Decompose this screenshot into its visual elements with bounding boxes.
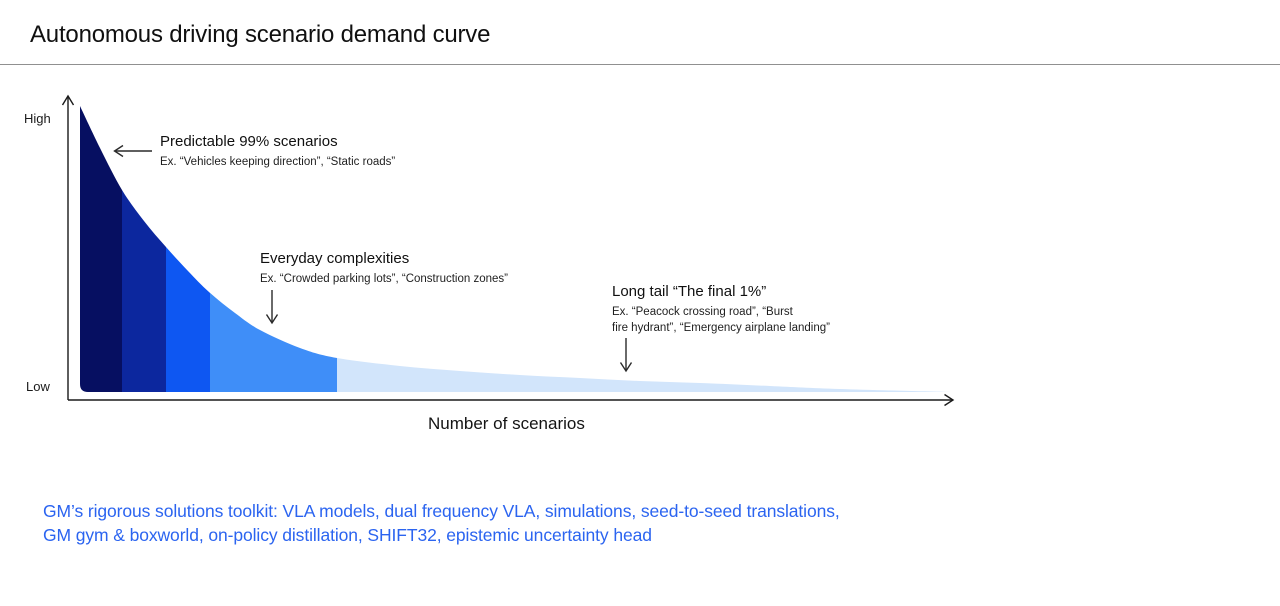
curve-band-long-tail: [337, 358, 950, 392]
title-divider: [0, 64, 1280, 65]
solutions-toolkit-text: GM’s rigorous solutions toolkit: VLA mod…: [43, 500, 983, 547]
solutions-toolkit-line-1: GM’s rigorous solutions toolkit: VLA mod…: [43, 501, 840, 521]
curve-band-predictable-dark-1: [80, 106, 122, 392]
y-axis-low-label: Low: [26, 379, 50, 394]
annotation-arrow-everyday-icon: [265, 290, 279, 325]
annotation-arrow-longtail-icon: [619, 338, 633, 373]
curve-band-predictable-dark-3: [166, 247, 210, 392]
annotation-predictable-scenarios: Predictable 99% scenarios Ex. “Vehicles …: [160, 133, 395, 171]
annotation-title: Everyday complexities: [260, 250, 410, 267]
curve-band-predictable-dark-2: [122, 190, 166, 392]
annotation-title: Predictable 99% scenarios: [160, 133, 338, 150]
x-axis-arrowhead-icon: [944, 393, 955, 407]
annotation-title: Long tail “The final 1%”: [612, 283, 767, 300]
annotation-example: Ex. “Vehicles keeping direction”, “Stati…: [160, 156, 396, 168]
curve-band-everyday-complexities: [210, 292, 337, 392]
y-axis-high-label: High: [24, 111, 51, 126]
y-axis-arrowhead-icon: [61, 94, 75, 106]
annotation-long-tail: Long tail “The final 1%” Ex. “Peacock cr…: [612, 283, 830, 336]
annotation-example: Ex. “Crowded parking lots”, “Constructio…: [260, 273, 508, 285]
annotation-arrow-predictable-icon: [113, 144, 152, 158]
solutions-toolkit-line-2: GM gym & boxworld, on-policy distillatio…: [43, 524, 652, 545]
x-axis-label: Number of scenarios: [428, 414, 585, 433]
annotation-example: Ex. “Peacock crossing road”, “Burst fire…: [612, 306, 830, 334]
page-title: Autonomous driving scenario demand curve: [30, 21, 491, 48]
annotation-everyday-complexities: Everyday complexities Ex. “Crowded parki…: [260, 250, 508, 288]
